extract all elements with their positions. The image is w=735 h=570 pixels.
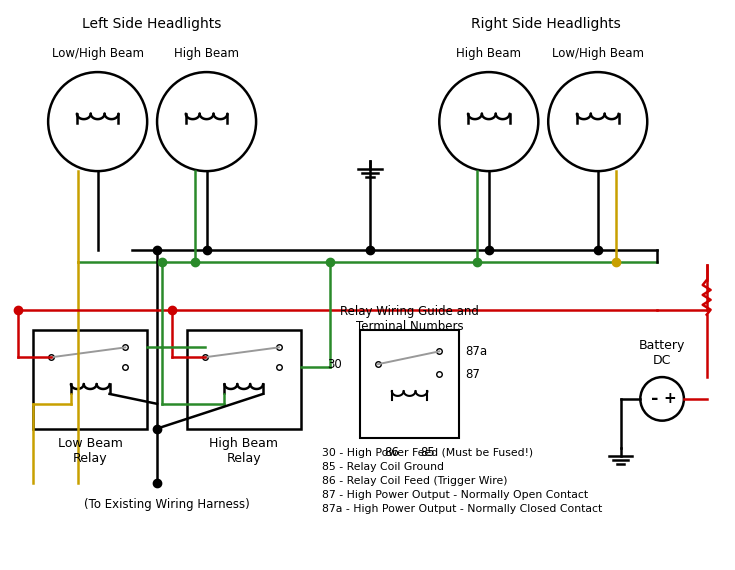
Text: 87: 87 xyxy=(465,368,480,381)
Text: High Beam: High Beam xyxy=(174,47,239,60)
Text: Right Side Headlights: Right Side Headlights xyxy=(471,17,621,31)
Text: (To Existing Wiring Harness): (To Existing Wiring Harness) xyxy=(84,498,250,511)
Text: 87a - High Power Output - Normally Closed Contact: 87a - High Power Output - Normally Close… xyxy=(323,504,603,514)
Text: +: + xyxy=(664,392,676,406)
Text: 30 - High Power Feed (Must be Fused!): 30 - High Power Feed (Must be Fused!) xyxy=(323,449,534,458)
Text: Relay Wiring Guide and
Terminal Numbers: Relay Wiring Guide and Terminal Numbers xyxy=(340,305,479,333)
Text: 30: 30 xyxy=(328,358,343,370)
Text: Battery
DC: Battery DC xyxy=(639,339,685,367)
Text: 86: 86 xyxy=(384,446,399,459)
Text: High Beam: High Beam xyxy=(456,47,521,60)
Text: -: - xyxy=(651,390,659,408)
Text: 86 - Relay Coil Feed (Trigger Wire): 86 - Relay Coil Feed (Trigger Wire) xyxy=(323,476,508,486)
Text: Left Side Headlights: Left Side Headlights xyxy=(82,17,222,31)
Bar xyxy=(33,329,147,429)
Text: Low/High Beam: Low/High Beam xyxy=(552,47,644,60)
Bar xyxy=(187,329,301,429)
Text: 87a: 87a xyxy=(465,345,487,358)
Bar xyxy=(360,329,459,438)
Text: Low Beam
Relay: Low Beam Relay xyxy=(58,437,123,465)
Text: High Beam
Relay: High Beam Relay xyxy=(209,437,279,465)
Text: 85 - Relay Coil Ground: 85 - Relay Coil Ground xyxy=(323,462,445,473)
Text: 85: 85 xyxy=(420,446,435,459)
Text: 87 - High Power Output - Normally Open Contact: 87 - High Power Output - Normally Open C… xyxy=(323,490,589,500)
Text: Low/High Beam: Low/High Beam xyxy=(51,47,143,60)
